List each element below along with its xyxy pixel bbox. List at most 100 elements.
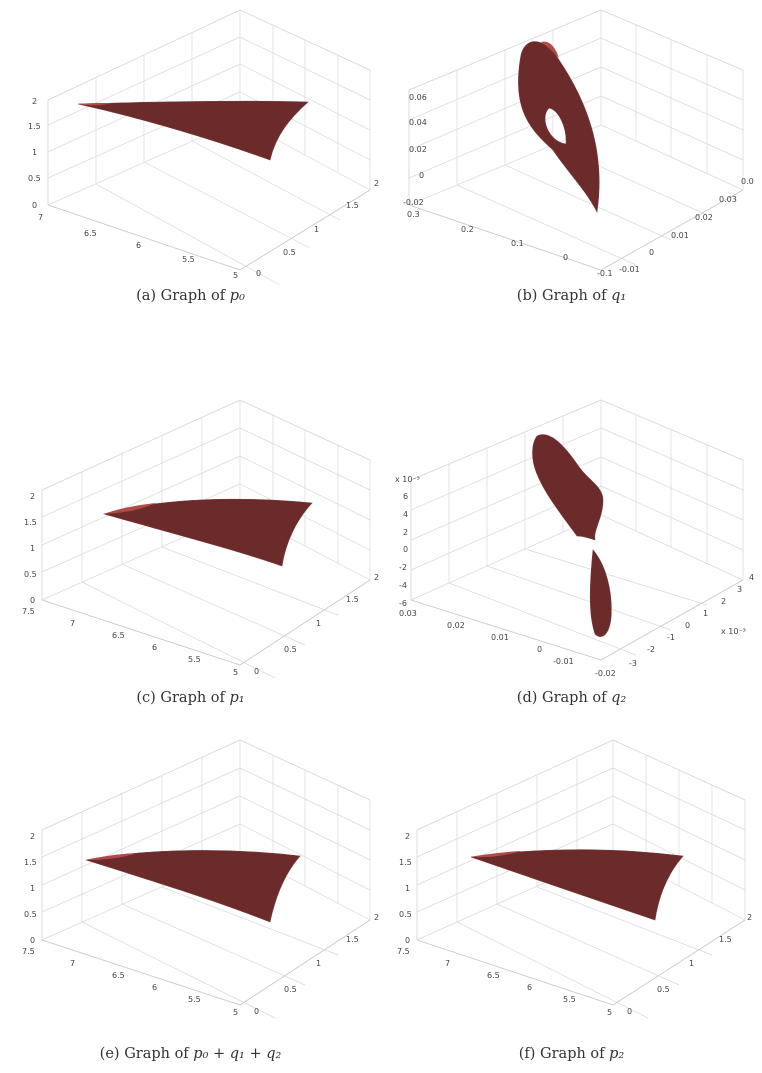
y-tick: 2	[374, 913, 379, 922]
y-tick: 0.03	[719, 195, 737, 204]
caption-label: (f)	[518, 1046, 536, 1062]
x-tick: 0.2	[461, 225, 474, 234]
z-tick: 4	[403, 510, 408, 519]
y-tick: 0.02	[695, 213, 713, 222]
z-tick: 0	[403, 545, 408, 554]
y-axis-ticks: -3 -2 -1 0 1 2 3 4	[629, 573, 754, 668]
z-tick: 1	[30, 544, 35, 553]
plot-p1: 2 1.5 1 0.5 0 7.5 7 6.5 6 5.5 5 0 0.5 1 …	[22, 399, 379, 679]
figure-panel-d: x 10⁻³ 6 4 2 0 -2 -4 -6 0.03 0.02 0.01 0…	[381, 390, 762, 730]
x-tick: 7.5	[22, 607, 35, 616]
caption-a: (a) Graph of p₀	[0, 288, 381, 304]
x-tick: 0	[563, 253, 568, 262]
surface-highlight	[86, 853, 138, 860]
y-tick: -0.01	[619, 265, 640, 274]
z-tick: 1.5	[399, 858, 412, 867]
x-tick: 6.5	[84, 229, 97, 238]
y-tick: 0	[649, 248, 654, 257]
y-axis-ticks: 0 0.5 1 1.5 2	[254, 913, 379, 1016]
y-tick: 1	[316, 619, 321, 628]
y-tick: 2	[374, 179, 379, 188]
z-axis-ticks: 0.06 0.04 0.02 0 -0.02	[403, 93, 427, 207]
y-tick: 1	[703, 609, 708, 618]
z-axis-ticks: 6 4 2 0 -2 -4 -6	[399, 492, 408, 608]
y-tick: 1.5	[719, 935, 732, 944]
x-tick: 5	[607, 1008, 612, 1017]
x-tick: 5.5	[188, 995, 201, 1004]
y-tick: 0	[685, 621, 690, 630]
y-tick: -1	[667, 633, 675, 642]
z-tick: 0.02	[409, 145, 427, 154]
surface-p1	[102, 498, 313, 567]
z-tick: 1	[30, 884, 35, 893]
y-tick: 2	[721, 597, 726, 606]
z-tick: 0	[32, 201, 37, 210]
caption-label: (b)	[516, 288, 538, 304]
x-tick: 5	[233, 271, 238, 280]
caption-label: (d)	[516, 690, 538, 706]
z-tick: 1	[32, 148, 37, 157]
z-tick: 1.5	[24, 518, 37, 527]
x-tick: 5	[233, 668, 238, 677]
caption-math: p₁	[229, 690, 245, 706]
x-tick: 6	[152, 643, 157, 652]
caption-label: (e)	[99, 1046, 120, 1062]
x-tick: 0.3	[407, 210, 420, 219]
y-axis-ticks: 0 0.5 1 1.5 2	[627, 913, 752, 1016]
figure-panel-f: 2 1.5 1 0.5 0 7.5 7 6.5 6 5.5 5 0 0.5 1 …	[381, 730, 762, 1070]
x-tick: 6	[152, 983, 157, 992]
y-tick: 3	[737, 585, 742, 594]
y-tick: 0.0	[741, 177, 754, 186]
z-tick: -2	[399, 563, 407, 572]
y-tick: 1.5	[346, 935, 359, 944]
y-tick: 0.5	[284, 985, 297, 994]
x-tick: -0.02	[595, 669, 616, 678]
plot-q2: x 10⁻³ 6 4 2 0 -2 -4 -6 0.03 0.02 0.01 0…	[395, 399, 754, 678]
y-tick: 0	[627, 1007, 632, 1016]
y-axis-ticks: -0.01 0 0.01 0.02 0.03 0.0	[619, 177, 754, 274]
y-tick: 1	[314, 225, 319, 234]
z-tick: 0.04	[409, 118, 427, 127]
caption-text: Graph of	[124, 1046, 189, 1062]
caption-c: (c) Graph of p₁	[0, 690, 381, 706]
y-axis-ticks: 0 0.5 1 1.5 2	[256, 179, 379, 278]
x-axis-ticks: 0.3 0.2 0.1 0 -0.1	[407, 210, 613, 278]
z-axis-ticks: 2 1.5 1 0.5 0	[28, 97, 41, 210]
y-tick: -2	[647, 645, 655, 654]
y-tick: 1	[689, 959, 694, 968]
figure-panel-b: 0.06 0.04 0.02 0 -0.02 0.3 0.2 0.1 0 -0.…	[381, 0, 762, 340]
x-tick: 7.5	[397, 947, 410, 956]
caption-math: p₀ + q₁ + q₂	[193, 1046, 282, 1062]
caption-text: Graph of	[540, 1046, 605, 1062]
x-tick: 6	[136, 241, 141, 250]
caption-text: Graph of	[542, 288, 607, 304]
z-tick: 0	[419, 171, 424, 180]
caption-label: (a)	[136, 288, 157, 304]
z-tick: 0	[30, 936, 35, 945]
figure-panel-a: 2 1.5 1 0.5 0 7 6.5 6 5.5 5 0 0.5 1 1.5 …	[0, 0, 381, 340]
x-tick: 0	[537, 645, 542, 654]
figure-panel-e: 2 1.5 1 0.5 0 7.5 7 6.5 6 5.5 5 0 0.5 1 …	[0, 730, 381, 1070]
y-tick: 0.5	[284, 645, 297, 654]
caption-text: Graph of	[160, 690, 225, 706]
z-tick: 1	[405, 884, 410, 893]
x-tick: -0.01	[553, 657, 574, 666]
caption-text: Graph of	[542, 690, 607, 706]
plot-p0: 2 1.5 1 0.5 0 7 6.5 6 5.5 5 0 0.5 1 1.5 …	[28, 9, 379, 286]
x-tick: 7.5	[22, 947, 35, 956]
y-tick: 4	[749, 573, 754, 582]
y-tick: 0	[254, 1007, 259, 1016]
z-axis-ticks: 2 1.5 1 0.5 0	[399, 832, 412, 945]
figure-panel-c: 2 1.5 1 0.5 0 7.5 7 6.5 6 5.5 5 0 0.5 1 …	[0, 390, 381, 730]
x-tick: 6.5	[112, 971, 125, 980]
x-tick: 7	[70, 959, 75, 968]
caption-math: p₀	[229, 288, 245, 304]
x-axis-ticks: 7.5 7 6.5 6 5.5 5	[22, 947, 238, 1017]
y-tick: 2	[747, 913, 752, 922]
y-tick: 0.5	[283, 248, 296, 257]
x-tick: 0.1	[511, 239, 524, 248]
y-axis-exponent: x 10⁻³	[721, 627, 746, 636]
caption-math: p₂	[609, 1046, 625, 1062]
z-tick: 0.5	[24, 910, 37, 919]
z-tick: 2	[30, 492, 35, 501]
